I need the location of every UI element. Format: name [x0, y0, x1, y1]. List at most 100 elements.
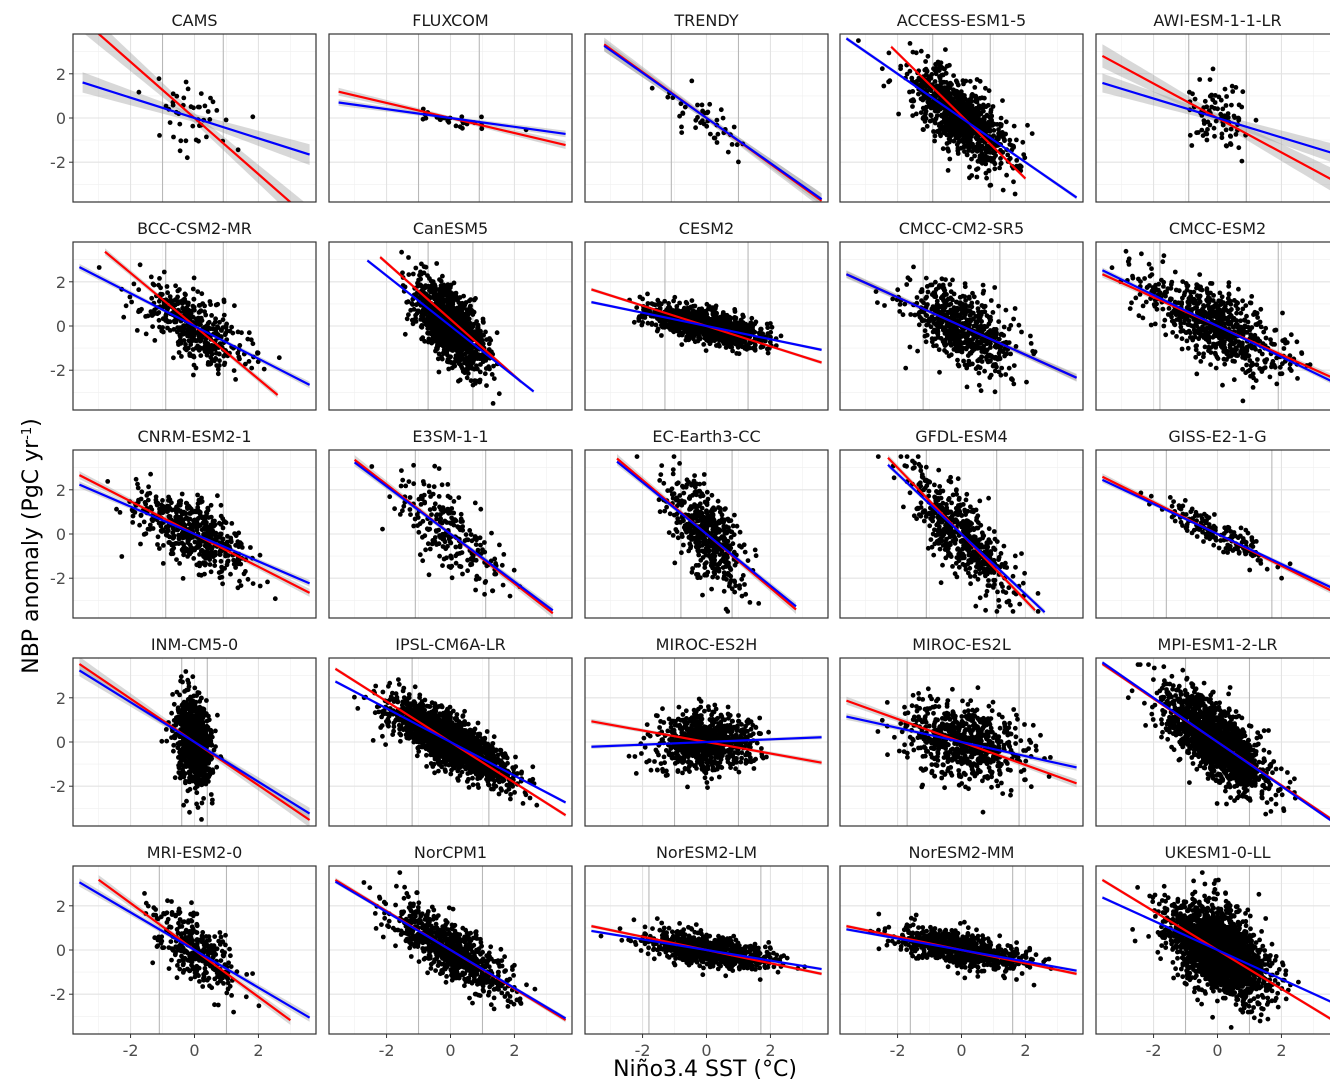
data-point [990, 310, 996, 315]
data-point [936, 347, 942, 353]
data-point [965, 353, 971, 358]
data-point [441, 347, 447, 353]
data-points [1187, 66, 1259, 164]
data-point [156, 76, 162, 82]
facet-title: TRENDY [673, 11, 738, 30]
data-point [904, 282, 910, 287]
data-point [1227, 133, 1233, 139]
data-point [933, 279, 938, 285]
facet-title: CAMS [171, 11, 217, 30]
data-point [1253, 117, 1259, 123]
data-point [237, 343, 243, 348]
data-point [956, 121, 962, 126]
data-point [181, 296, 187, 302]
data-point [1210, 298, 1216, 303]
data-point [948, 342, 954, 348]
data-point [983, 349, 989, 355]
data-point [477, 369, 483, 375]
data-point [1001, 135, 1006, 140]
data-point [198, 353, 204, 358]
data-point [975, 306, 981, 311]
data-point [928, 88, 934, 94]
data-point [399, 249, 404, 255]
data-point [134, 328, 140, 333]
data-point [747, 345, 752, 351]
data-point [1205, 126, 1210, 132]
data-point [978, 111, 984, 117]
data-point [907, 277, 913, 283]
data-point [671, 298, 676, 304]
data-point [1240, 89, 1246, 95]
data-point [173, 297, 178, 302]
facet-title: CESM2 [679, 219, 734, 238]
data-point [701, 342, 707, 347]
data-point [171, 355, 176, 361]
data-point [214, 108, 220, 113]
data-point [191, 372, 196, 378]
data-point [695, 338, 701, 344]
data-point [143, 331, 149, 337]
facet-title: CMCC-CM2-SR5 [899, 219, 1024, 238]
data-point [983, 85, 988, 91]
data-point [131, 281, 137, 287]
data-point [916, 322, 922, 328]
data-point [198, 91, 204, 96]
data-point [129, 299, 135, 305]
data-point [137, 308, 143, 314]
data-point [963, 78, 969, 84]
blue-regression-line [338, 101, 566, 136]
data-point [725, 149, 731, 155]
data-point [464, 307, 470, 313]
data-point [1204, 137, 1210, 143]
data-point [907, 344, 913, 350]
data-point [980, 153, 986, 159]
data-point [911, 264, 916, 270]
data-point [973, 319, 979, 325]
data-point [655, 326, 661, 332]
data-point [439, 354, 444, 360]
data-point [433, 348, 438, 354]
data-point [907, 68, 913, 74]
data-point [976, 370, 982, 376]
data-point [964, 317, 970, 323]
data-point [741, 314, 746, 320]
data-point [1201, 118, 1207, 123]
data-point [121, 314, 127, 320]
data-point [710, 311, 716, 317]
data-point [221, 362, 227, 368]
data-point [758, 345, 764, 350]
data-point [922, 328, 928, 334]
data-point [213, 316, 219, 322]
data-point [683, 337, 689, 343]
data-point [1223, 127, 1229, 133]
data-point [176, 350, 182, 355]
data-point [729, 325, 734, 331]
data-point [924, 69, 930, 74]
data-point [943, 337, 948, 343]
data-point [246, 330, 252, 336]
data-point [929, 339, 935, 345]
data-point [248, 337, 254, 343]
data-point [411, 306, 417, 312]
data-point [1211, 125, 1217, 131]
data-point [966, 148, 972, 153]
data-point [679, 130, 685, 136]
data-point [400, 270, 405, 276]
data-point [468, 378, 474, 384]
data-point [944, 125, 949, 130]
data-point [966, 331, 971, 336]
data-point [665, 322, 670, 328]
plot-area [1096, 34, 1330, 202]
data-point [881, 83, 887, 89]
data-point [728, 341, 734, 347]
data-point [449, 346, 454, 351]
panel-border [584, 241, 829, 411]
data-point [668, 327, 673, 332]
data-point [173, 283, 179, 289]
data-point [968, 98, 974, 104]
data-point [946, 353, 952, 359]
data-point [918, 289, 924, 295]
data-point [764, 321, 770, 327]
data-point [163, 312, 169, 318]
data-point [704, 123, 710, 129]
